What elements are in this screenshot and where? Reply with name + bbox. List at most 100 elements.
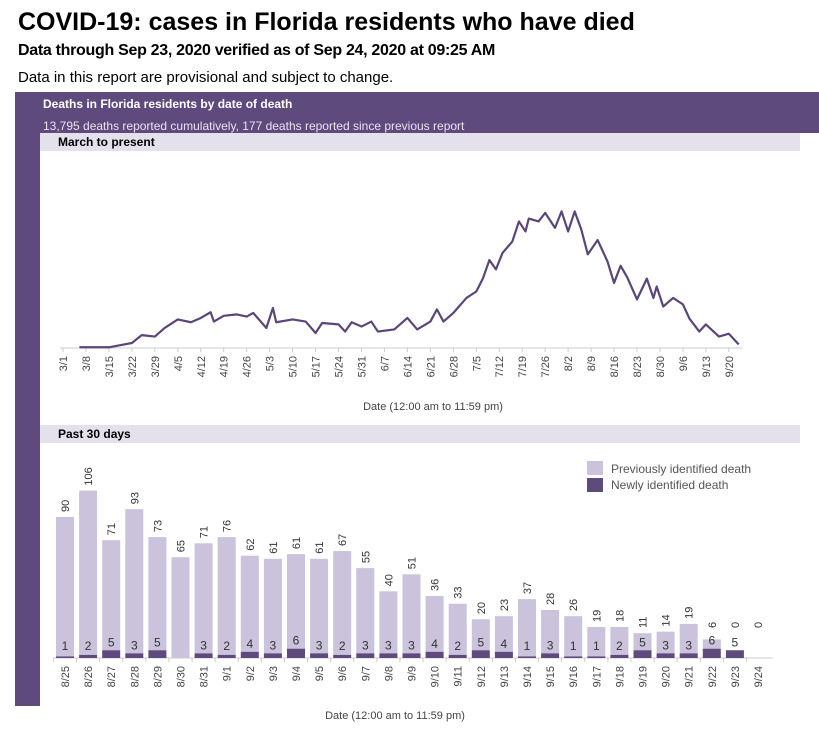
bar-previous	[102, 540, 121, 651]
x-tick-label: 9/20	[724, 356, 736, 377]
x-tick-label: 9/3	[268, 666, 280, 681]
x-tick-label: 6/21	[425, 356, 437, 377]
x-tick-label: 9/15	[545, 666, 557, 687]
bar-label-previous: 62	[245, 538, 257, 550]
bar-previous	[356, 568, 375, 654]
bar-label-newly: 3	[270, 638, 277, 652]
bar-newly	[240, 651, 259, 658]
panel-header	[15, 92, 819, 133]
bar-newly	[402, 653, 421, 658]
bar-previous	[587, 627, 606, 657]
bar-previous	[541, 609, 560, 654]
bar-previous	[217, 537, 236, 655]
bar-label-newly: 2	[616, 639, 623, 653]
bar-newly	[194, 653, 213, 658]
line-chart: 3/1 3/8 3/15 3/22 3/29 4/5 4/12 4/19 4/26 5/3 5/10…	[58, 210, 742, 413]
bar-newly	[217, 654, 236, 658]
bar-label-previous: 90	[60, 500, 72, 512]
x-tick-label: 8/30	[655, 356, 667, 377]
panel-side-strip	[15, 92, 40, 706]
bar-previous	[79, 490, 98, 655]
bar-label-previous: 106	[83, 467, 95, 485]
bar-label-newly: 3	[131, 638, 138, 652]
bar-previous	[494, 616, 513, 652]
bar-label-previous: 0	[730, 622, 742, 628]
bar-label-newly: 4	[246, 637, 253, 651]
bar-newly	[287, 648, 305, 658]
bar-label-previous: 19	[591, 610, 603, 622]
x-tick-label: 5/3	[265, 356, 277, 371]
bar-label-newly: 5	[477, 635, 484, 649]
x-tick-label: 9/14	[522, 666, 534, 687]
bar-label-newly: 1	[524, 639, 531, 653]
bar-previous	[679, 623, 698, 654]
bar-label-previous: 23	[499, 599, 511, 611]
bar-previous	[402, 574, 421, 654]
x-tick-label: 3/29	[150, 356, 162, 377]
bar-label-newly: 3	[408, 638, 415, 652]
bar-label-previous: 93	[129, 492, 141, 504]
bar-label-previous: 61	[291, 537, 303, 549]
x-tick-label: 9/5	[314, 666, 326, 681]
legend-swatch-newly	[587, 478, 603, 492]
bar-label-newly: 5	[639, 635, 646, 649]
bar-label-previous: 33	[453, 587, 465, 599]
bar-label-previous: 28	[545, 593, 557, 605]
bar-label-newly: 3	[200, 638, 207, 652]
page-subtitle: Data through Sep 23, 2020 verified as of…	[18, 42, 496, 59]
x-tick-label: 8/16	[609, 356, 621, 377]
x-tick-label: 9/10	[430, 666, 442, 687]
x-tick-label: 8/27	[106, 666, 118, 687]
bar-label-previous: 61	[314, 542, 326, 554]
bar-label-previous: 61	[268, 542, 280, 554]
bar-label-newly: 4	[501, 637, 508, 651]
bar-label-previous: 0	[753, 622, 765, 628]
x-tick-label: 4/26	[242, 356, 254, 377]
panel-summary: 13,795 deaths reported cumulatively, 177…	[43, 119, 465, 133]
x-tick-label: 6/28	[448, 356, 460, 377]
bar-label-previous: 67	[337, 534, 349, 546]
bar-previous	[56, 516, 74, 657]
bar-label-previous: 76	[222, 520, 234, 532]
bar-newly	[587, 656, 606, 658]
x-tick-label: 9/13	[499, 666, 511, 687]
x-tick-label: 9/22	[707, 666, 719, 687]
bar-newly	[471, 650, 490, 658]
bar-label-newly: 1	[593, 639, 600, 653]
bar-label-newly: 2	[339, 639, 346, 653]
bar-newly	[356, 653, 375, 658]
x-tick-label: 9/4	[291, 666, 303, 681]
x-tick-label: 4/5	[173, 356, 185, 371]
bar-newly	[541, 653, 560, 658]
x-tick-label: 4/12	[196, 356, 208, 377]
bar-previous	[633, 633, 652, 651]
bar-newly	[148, 650, 167, 658]
x-tick-label: 6/7	[379, 356, 391, 371]
bar-previous	[425, 596, 444, 652]
x-tick-label: 9/23	[730, 666, 742, 687]
bar-newly	[379, 653, 398, 658]
deaths-line	[79, 210, 740, 349]
bar-previous	[125, 509, 144, 654]
bar-previous	[702, 639, 721, 649]
section-past-30-days: Past 30 days	[40, 425, 800, 443]
bar-label-newly: 3	[662, 638, 669, 652]
bar-label-previous: 18	[614, 610, 626, 622]
x-tick-label: 7/26	[540, 356, 552, 377]
x-tick-label: 7/19	[517, 356, 529, 377]
bar-label-newly: 5	[154, 635, 161, 649]
section-march-to-present: March to present	[40, 133, 800, 151]
bar-newly	[610, 654, 629, 658]
page-title: COVID-19: cases in Florida residents who…	[18, 8, 635, 36]
bar-newly	[263, 653, 282, 658]
x-tick-label: 9/2	[245, 666, 257, 681]
x-tick-label: 9/18	[614, 666, 626, 687]
bar-previous	[610, 627, 629, 655]
bar-newly	[494, 651, 513, 658]
bar-label-previous: 65	[176, 540, 188, 552]
x-tick-label: 9/7	[360, 666, 372, 681]
x-axis-title: Date (12:00 am to 11:59 pm)	[325, 710, 465, 722]
bar-label-newly: 3	[685, 638, 692, 652]
bar-label-newly: 4	[431, 637, 438, 651]
bar-label-newly: 2	[454, 639, 461, 653]
